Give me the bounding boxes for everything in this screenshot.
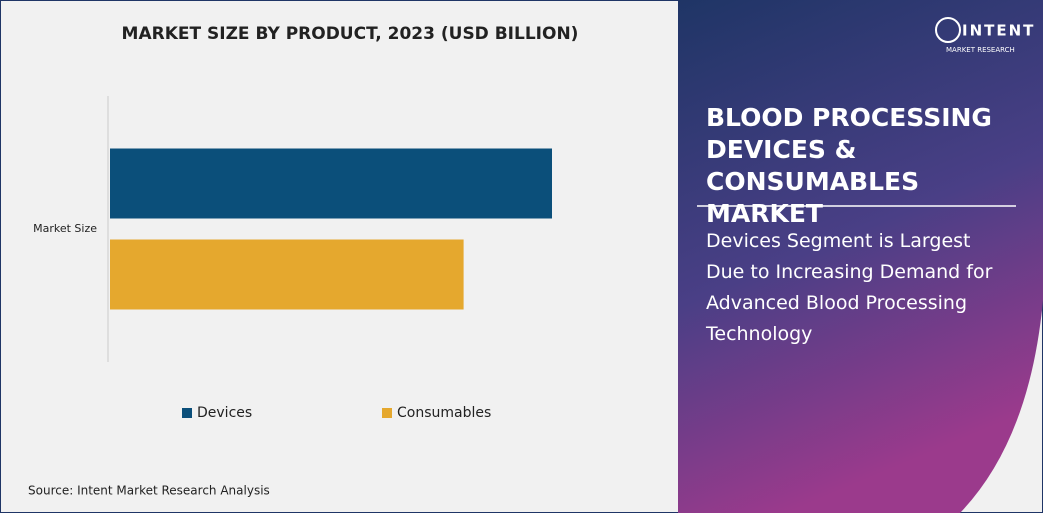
legend-label: Consumables — [397, 405, 491, 421]
side-panel — [678, 0, 1043, 513]
logo-tagline: MARKET RESEARCH — [946, 46, 1015, 54]
legend-swatch — [382, 408, 392, 418]
source: Source: Intent Market Research Analysis — [28, 484, 270, 498]
legend-swatch — [182, 408, 192, 418]
logo-icon — [935, 17, 961, 43]
bar — [110, 239, 464, 310]
chart-title: MARKET SIZE BY PRODUCT, 2023 (USD BILLIO… — [122, 24, 579, 44]
panel-subheading: Devices Segment is Largest Due to Increa… — [706, 230, 993, 345]
legend-label: Devices — [197, 405, 252, 421]
bar — [110, 148, 552, 219]
logo-name: INTENT — [962, 22, 1035, 40]
y-tick-label: Market Size — [33, 222, 97, 235]
panel-heading: BLOOD PROCESSING DEVICES & CONSUMABLES M… — [706, 103, 992, 228]
